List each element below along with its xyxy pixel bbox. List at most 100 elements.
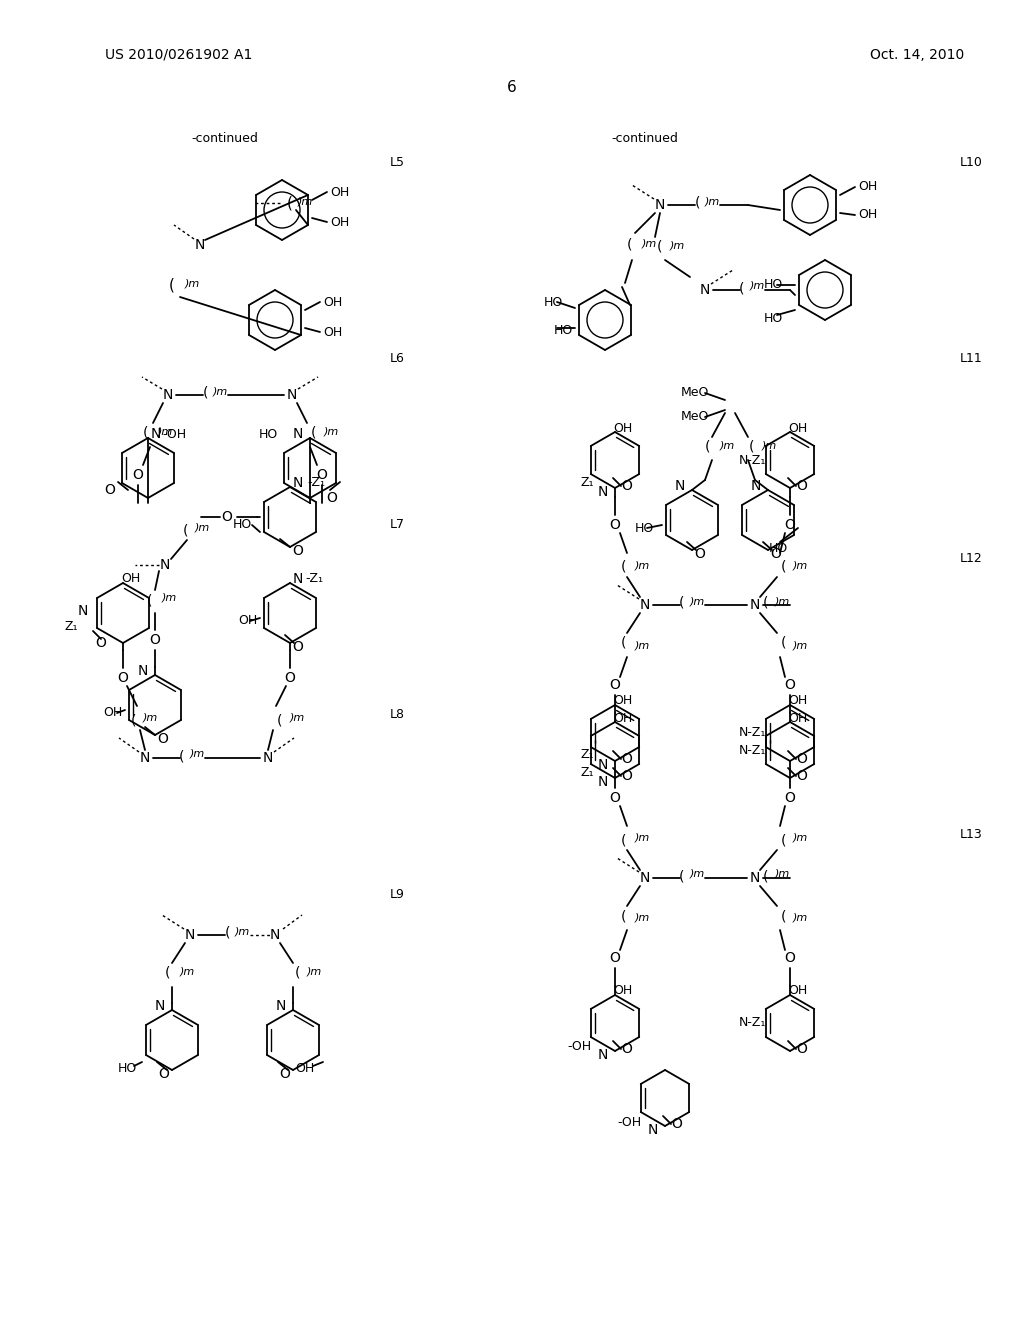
- Text: N: N: [640, 598, 650, 612]
- Text: )m: )m: [750, 281, 765, 290]
- Text: (: (: [679, 869, 685, 883]
- Text: N-Z₁: N-Z₁: [738, 1016, 766, 1030]
- Text: N: N: [263, 751, 273, 766]
- Text: O: O: [784, 791, 796, 805]
- Text: Oct. 14, 2010: Oct. 14, 2010: [870, 48, 965, 62]
- Text: O: O: [293, 640, 303, 653]
- Text: N: N: [160, 558, 170, 572]
- Text: )m: )m: [793, 833, 808, 843]
- Text: )m: )m: [690, 869, 706, 879]
- Text: N: N: [598, 484, 608, 499]
- Text: L7: L7: [390, 519, 406, 532]
- Text: )m: )m: [793, 560, 808, 570]
- Text: N: N: [654, 198, 666, 213]
- Text: N: N: [287, 388, 297, 403]
- Text: (: (: [657, 240, 663, 253]
- Text: L11: L11: [961, 351, 983, 364]
- Text: O: O: [158, 733, 168, 746]
- Text: N: N: [195, 238, 205, 252]
- Text: Z₁: Z₁: [581, 748, 594, 762]
- Text: OH: OH: [330, 215, 349, 228]
- Text: O: O: [797, 479, 808, 492]
- Text: )m: )m: [195, 523, 210, 533]
- Text: )m: )m: [775, 869, 791, 879]
- Text: O: O: [132, 469, 143, 482]
- Text: OH: OH: [330, 186, 349, 198]
- Text: HO: HO: [544, 296, 562, 309]
- Text: (: (: [130, 713, 136, 727]
- Text: )m: )m: [793, 640, 808, 649]
- Text: OH: OH: [858, 181, 878, 194]
- Text: )m: )m: [324, 426, 339, 436]
- Text: HO: HO: [768, 541, 787, 554]
- Text: N: N: [751, 479, 761, 492]
- Text: OH: OH: [323, 296, 342, 309]
- Text: (: (: [739, 281, 744, 294]
- Text: )m: )m: [180, 966, 196, 975]
- Text: )m: )m: [670, 240, 685, 249]
- Text: N: N: [140, 751, 151, 766]
- Text: (: (: [628, 238, 633, 252]
- Text: O: O: [609, 678, 621, 692]
- Text: )m: )m: [234, 927, 250, 936]
- Text: O: O: [327, 491, 338, 506]
- Text: N: N: [155, 999, 165, 1012]
- Text: -OH: -OH: [162, 428, 186, 441]
- Text: (: (: [147, 593, 153, 607]
- Text: (: (: [165, 966, 171, 979]
- Text: O: O: [797, 1041, 808, 1056]
- Text: )m: )m: [190, 748, 205, 759]
- Text: N: N: [675, 479, 685, 492]
- Text: )m: )m: [185, 279, 201, 288]
- Text: O: O: [672, 1117, 682, 1131]
- Text: L10: L10: [961, 156, 983, 169]
- Text: OH: OH: [122, 573, 140, 586]
- Text: O: O: [622, 1041, 633, 1056]
- Text: OH: OH: [295, 1061, 314, 1074]
- Text: (: (: [762, 869, 768, 883]
- Text: (: (: [143, 426, 148, 440]
- Text: N: N: [293, 426, 303, 441]
- Text: O: O: [104, 483, 116, 498]
- Text: O: O: [221, 510, 232, 524]
- Text: (: (: [294, 966, 300, 979]
- Text: HO: HO: [635, 521, 653, 535]
- Text: L9: L9: [390, 888, 404, 902]
- Text: )m: )m: [775, 597, 791, 606]
- Text: 6: 6: [507, 81, 517, 95]
- Text: O: O: [150, 634, 161, 647]
- Text: L12: L12: [961, 552, 983, 565]
- Text: US 2010/0261902 A1: US 2010/0261902 A1: [105, 48, 252, 62]
- Text: OH: OH: [103, 706, 123, 719]
- Text: HO: HO: [763, 312, 782, 325]
- Text: (: (: [780, 636, 785, 649]
- Text: O: O: [622, 479, 633, 492]
- Text: L5: L5: [390, 156, 406, 169]
- Text: -continued: -continued: [611, 132, 679, 144]
- Text: OH: OH: [788, 421, 808, 434]
- Text: (: (: [311, 426, 316, 440]
- Text: HO: HO: [553, 323, 572, 337]
- Text: N: N: [269, 928, 281, 942]
- Text: N: N: [750, 871, 760, 884]
- Text: (: (: [694, 195, 699, 210]
- Text: N: N: [598, 758, 608, 772]
- Text: )m: )m: [290, 713, 305, 723]
- Text: (: (: [182, 523, 187, 537]
- Text: (: (: [169, 277, 175, 293]
- Text: N: N: [293, 572, 303, 586]
- Text: HO: HO: [118, 1061, 136, 1074]
- Text: )m: )m: [635, 640, 650, 649]
- Text: N: N: [78, 605, 88, 618]
- Text: (: (: [203, 385, 208, 400]
- Text: OH: OH: [788, 711, 808, 725]
- Text: N: N: [640, 871, 650, 884]
- Text: O: O: [118, 671, 128, 685]
- Text: N: N: [598, 775, 608, 789]
- Text: O: O: [622, 770, 633, 783]
- Text: (: (: [621, 636, 626, 649]
- Text: OH: OH: [858, 209, 878, 222]
- Text: (: (: [780, 833, 785, 847]
- Text: )m: )m: [642, 238, 657, 248]
- Text: )m: )m: [705, 195, 720, 206]
